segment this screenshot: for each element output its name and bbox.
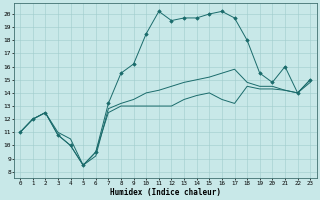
X-axis label: Humidex (Indice chaleur): Humidex (Indice chaleur) — [110, 188, 220, 197]
